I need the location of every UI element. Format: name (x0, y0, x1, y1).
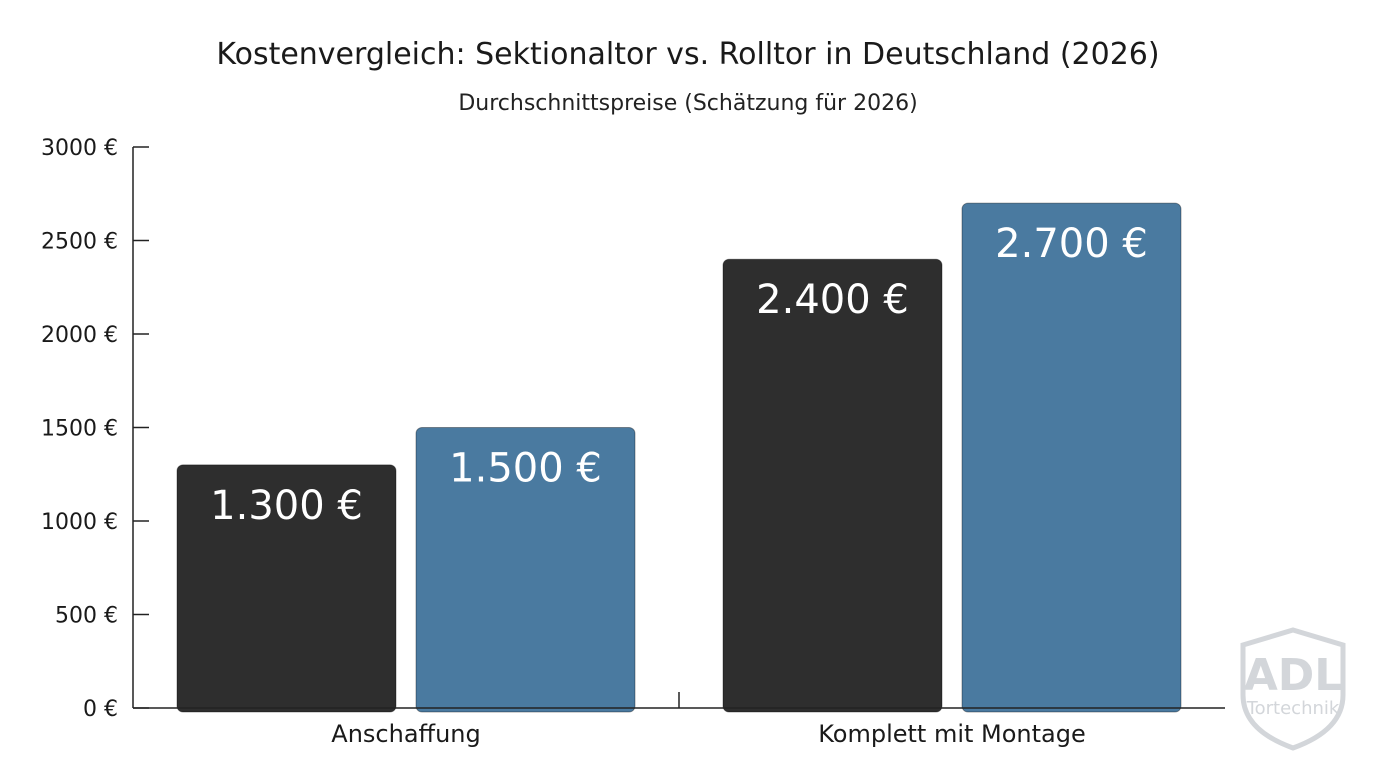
watermark-tagline: Tortechnik (1246, 698, 1340, 719)
x-axis: Anschaffung Komplett mit Montage (133, 692, 1225, 748)
chart-title: Kostenvergleich: Sektionaltor vs. Rollto… (216, 37, 1159, 72)
bar-data-label: 1.300 € (210, 483, 363, 529)
bar-data-label: 1.500 € (449, 446, 602, 492)
bars: 1.300 € 1.500 € 2.400 € 2.700 € (176, 202, 1182, 713)
watermark-logo: ADL Tortechnik (1240, 627, 1346, 751)
y-axis: 0 € 500 € 1000 € 1500 € 2000 € 2500 € 3000 € (41, 136, 149, 722)
y-tick-label: 2500 € (41, 230, 118, 255)
bar (176, 464, 397, 713)
y-tick-label: 3000 € (41, 136, 118, 161)
bar-data-label: 2.700 € (995, 221, 1148, 267)
bar (961, 202, 1182, 713)
watermark-logo-text: ADL (1244, 650, 1343, 701)
y-tick-label: 0 € (83, 697, 118, 722)
x-category-label: Komplett mit Montage (818, 720, 1086, 748)
y-tick-label: 1000 € (41, 510, 118, 535)
chart-subtitle: Durchschnittspreise (Schätzung für 2026) (458, 91, 917, 116)
y-tick-label: 1500 € (41, 417, 118, 442)
bar (415, 427, 636, 713)
shield-icon (1240, 627, 1346, 751)
y-tick-label: 500 € (55, 604, 118, 629)
x-category-label: Anschaffung (331, 720, 480, 748)
bar (722, 258, 943, 713)
y-tick-label: 2000 € (41, 323, 118, 348)
bar-data-label: 2.400 € (756, 277, 909, 323)
